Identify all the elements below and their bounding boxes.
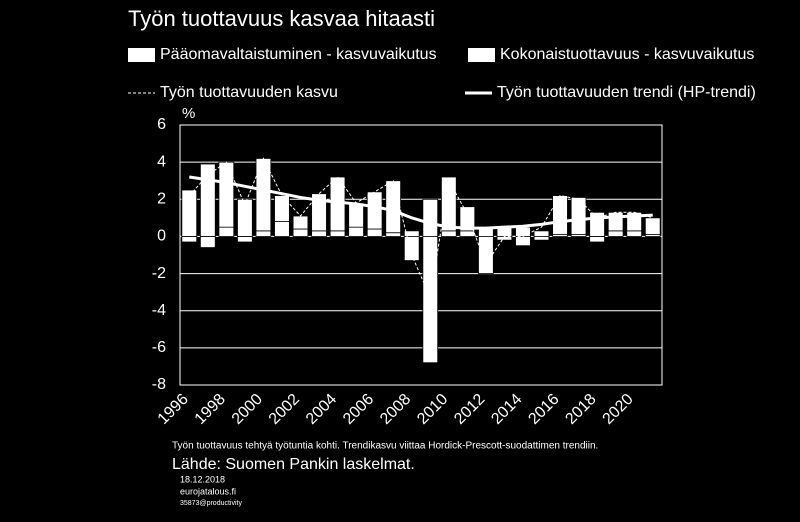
x-tick-label: 2002 — [266, 391, 303, 428]
date: 18.12.2018 — [180, 474, 225, 484]
code: 35873@productivity — [180, 500, 242, 507]
legend-label: Työn tuottavuuden kasvu — [160, 84, 338, 101]
bar — [218, 226, 235, 237]
bar — [292, 228, 309, 237]
x-tick-label: 2000 — [229, 391, 266, 428]
bar — [515, 236, 531, 247]
bar — [348, 202, 364, 228]
bar — [329, 230, 346, 237]
x-tick-label: 2016 — [525, 391, 562, 428]
bar — [237, 198, 253, 237]
bar — [199, 163, 216, 237]
bar — [440, 230, 457, 237]
bar — [199, 236, 216, 248]
bar — [552, 195, 568, 235]
bar — [181, 189, 198, 237]
x-tick-label: 2014 — [488, 391, 525, 428]
legend-label: Pääomavaltaistuminen - kasvuvaikutus — [160, 46, 437, 63]
y-tick-label: -4 — [152, 302, 166, 319]
bar — [459, 230, 476, 237]
bar — [311, 230, 327, 237]
x-tick-label: 1996 — [155, 391, 192, 428]
bar — [255, 230, 272, 237]
bar — [385, 180, 402, 234]
bar — [311, 193, 327, 232]
bar — [274, 195, 290, 222]
y-tick-label: -2 — [152, 265, 166, 282]
y-unit-label: % — [182, 105, 195, 122]
bar — [533, 236, 550, 241]
trend-line — [189, 175, 653, 230]
chart-title: Työn tuottavuus kasvaa hitaasti — [128, 6, 435, 31]
legend-swatch — [128, 48, 155, 62]
bar — [366, 191, 383, 230]
legend-label: Työn tuottavuuden trendi (HP-trendi) — [497, 84, 756, 101]
x-tick-label: 2004 — [303, 391, 340, 428]
bar — [515, 226, 531, 237]
bar — [478, 236, 494, 274]
y-tick-label: -8 — [152, 376, 166, 393]
bar — [181, 236, 198, 243]
y-tick-label: 4 — [157, 153, 166, 170]
y-tick-label: -6 — [152, 339, 166, 356]
plot-frame — [179, 124, 663, 386]
legend-label: Kokonaistuottavuus - kasvuvaikutus — [500, 46, 754, 63]
y-tick-label: 0 — [157, 228, 166, 245]
x-tick-label: 2020 — [600, 391, 637, 428]
bar — [348, 226, 364, 237]
bar — [440, 176, 457, 232]
bar — [274, 221, 290, 237]
bar — [644, 217, 661, 235]
x-tick-label: 2010 — [414, 391, 451, 428]
y-tick-label: 2 — [157, 191, 166, 208]
x-tick-label: 2008 — [377, 391, 414, 428]
x-tick-label: 2006 — [340, 391, 377, 428]
x-tick-label: 2018 — [562, 391, 599, 428]
bar — [218, 161, 235, 228]
bar — [589, 211, 605, 237]
bar — [626, 230, 643, 237]
bar — [255, 158, 272, 232]
x-tick-label: 1998 — [192, 391, 229, 428]
bar — [366, 228, 383, 237]
bar — [385, 232, 402, 237]
bar — [237, 236, 253, 243]
bar — [403, 236, 420, 261]
bar — [533, 230, 550, 237]
bar — [607, 211, 624, 232]
legend-swatch — [468, 48, 495, 62]
footnote: Työn tuottavuus tehtyä työtuntia kohti. … — [172, 441, 598, 452]
source: Lähde: Suomen Pankin laskelmat. — [172, 456, 415, 473]
bar — [607, 230, 624, 237]
bar — [292, 215, 309, 230]
y-tick-label: 6 — [157, 116, 166, 133]
bar — [422, 198, 439, 237]
bar — [422, 236, 439, 364]
bar — [570, 197, 587, 235]
site: eurojatalous.fi — [180, 486, 236, 496]
x-tick-label: 2012 — [451, 391, 488, 428]
bar — [589, 236, 605, 243]
